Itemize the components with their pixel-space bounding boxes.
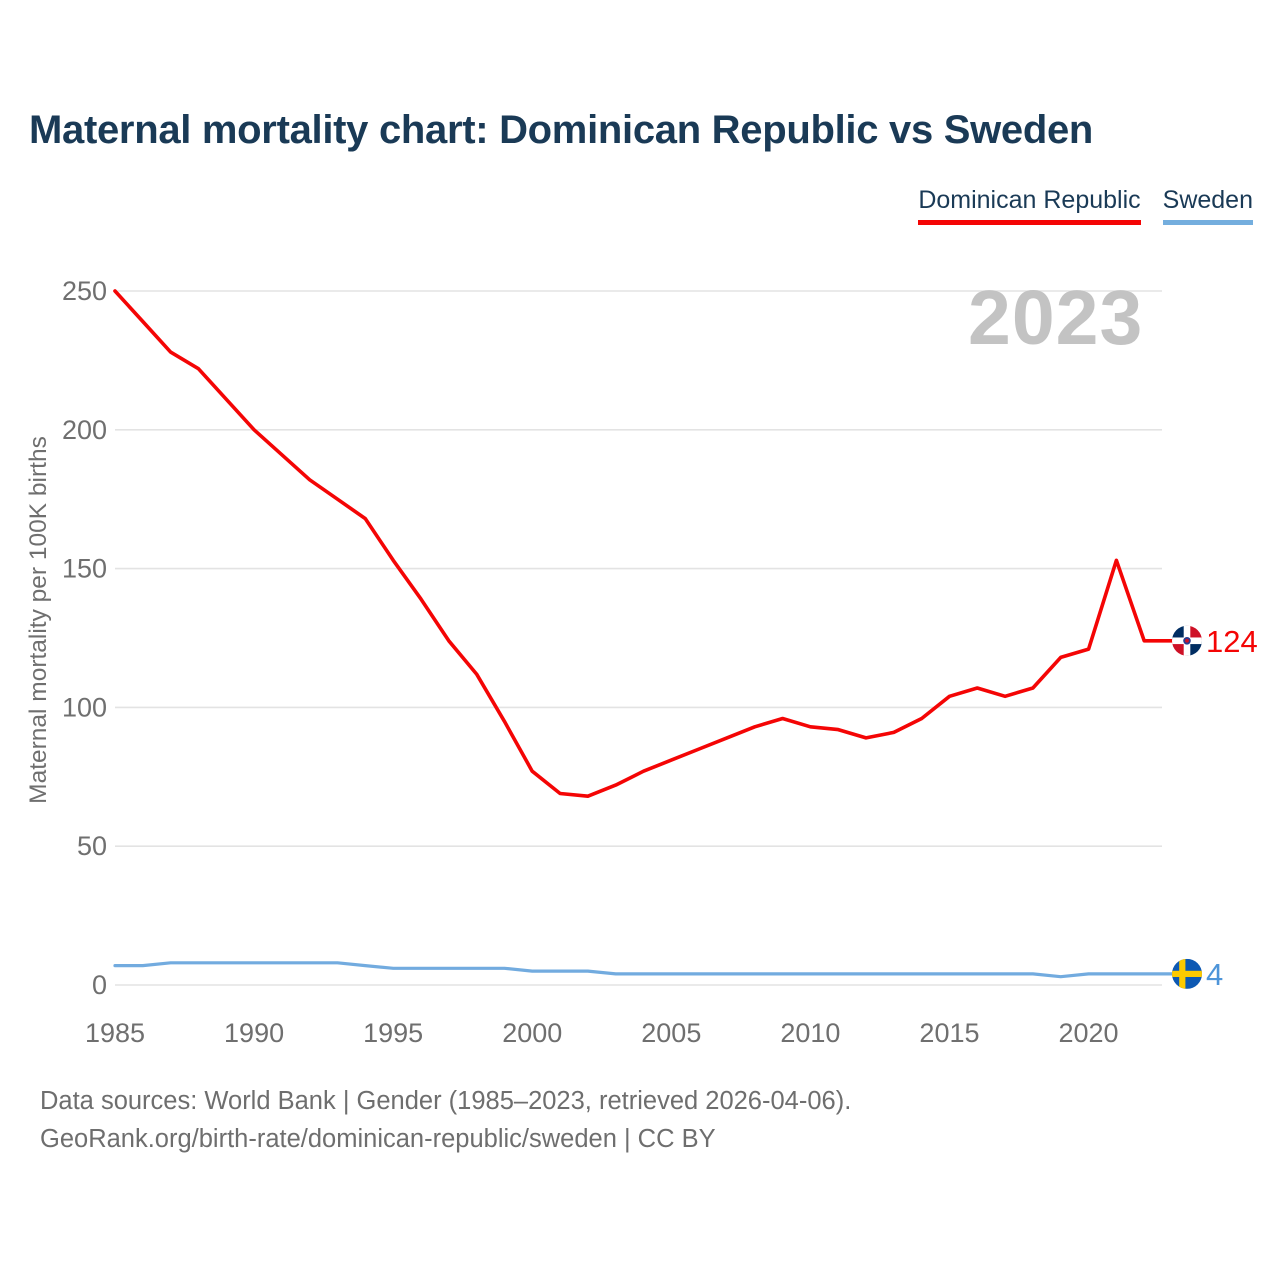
sweden-line xyxy=(113,961,1174,979)
y-tick-label: 200 xyxy=(62,415,107,445)
y-tick-label: 250 xyxy=(62,276,107,306)
y-tick-label: 150 xyxy=(62,554,107,584)
legend-item-sweden[interactable]: Sweden xyxy=(1162,186,1253,225)
x-tick-label: 2020 xyxy=(1059,1018,1119,1048)
x-tick-label: 2000 xyxy=(502,1018,562,1048)
y-tick-label: 100 xyxy=(62,692,107,722)
x-tick-label: 2015 xyxy=(919,1018,979,1048)
sweden-flag-icon xyxy=(1172,958,1202,989)
dominican-republic-flag-icon xyxy=(1172,625,1202,656)
x-tick-label: 1985 xyxy=(85,1018,145,1048)
footer: Data sources: World Bank | Gender (1985–… xyxy=(40,1082,851,1158)
x-tick-label: 2010 xyxy=(780,1018,840,1048)
x-tick-label: 2005 xyxy=(641,1018,701,1048)
legend: Dominican Republic Sweden xyxy=(918,186,1253,225)
y-tick-label: 50 xyxy=(77,831,107,861)
page-title: Maternal mortality chart: Dominican Repu… xyxy=(29,108,1094,152)
footer-sources-line: Data sources: World Bank | Gender (1985–… xyxy=(40,1087,852,1115)
end-value-label: 4 xyxy=(1206,957,1223,992)
y-axis-title: Maternal mortality per 100K births xyxy=(25,436,52,804)
footer-attribution-line: GeoRank.org/birth-rate/dominican-republi… xyxy=(40,1125,716,1153)
x-tick-label: 1995 xyxy=(363,1018,423,1048)
dominican-republic-line xyxy=(113,289,1174,799)
year-watermark: 2023 xyxy=(968,275,1144,361)
y-tick-label: 0 xyxy=(92,970,107,1000)
legend-item-dominican-republic[interactable]: Dominican Republic xyxy=(918,186,1141,225)
end-value-label: 124 xyxy=(1206,624,1258,659)
x-tick-label: 1990 xyxy=(224,1018,284,1048)
